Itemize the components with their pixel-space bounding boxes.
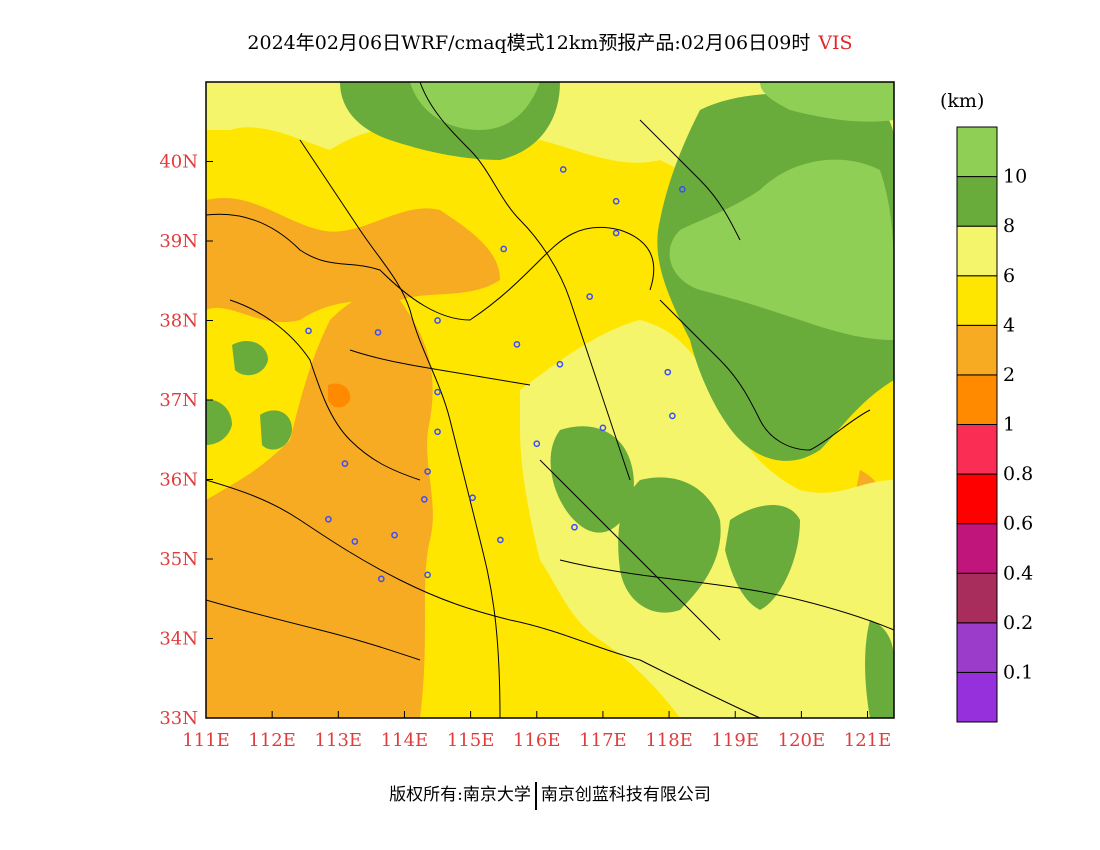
city-marker-15: [341, 460, 349, 467]
city-marker-11: [669, 412, 676, 420]
colorbar-label-6: 6: [1003, 265, 1015, 287]
city-marker-4: [586, 293, 594, 300]
lon-label-119E: 119E: [711, 730, 759, 751]
colorbar-swatch-8: [956, 275, 998, 326]
colorbar-unit: (km): [940, 90, 985, 112]
vis-region-10-plus-n: [410, 82, 540, 130]
vis-region-8-10-shandong: [550, 426, 634, 533]
colorbar-swatch-9: [956, 225, 998, 277]
lon-label-112E: 112E: [248, 730, 296, 751]
city-marker-12: [599, 424, 607, 432]
vis-region-1-2: [328, 383, 351, 408]
city-marker-6: [374, 329, 382, 336]
lon-label-121E: 121E: [844, 730, 892, 751]
colorbar-label-0.2: 0.2: [1003, 612, 1033, 634]
lon-label-117E: 117E: [579, 730, 627, 751]
city-marker-27: [678, 185, 686, 193]
colorbar-label-2: 2: [1003, 364, 1015, 386]
colorbar-swatch-3: [956, 523, 998, 574]
lon-label-118E: 118E: [645, 730, 693, 751]
lat-label-38N: 38N: [159, 311, 198, 332]
vis-region-8-10-se: [865, 620, 894, 718]
city-marker-1: [612, 229, 620, 237]
colorbar-swatch-5: [956, 424, 998, 475]
city-marker-16: [424, 468, 431, 475]
city-marker-21: [391, 531, 398, 539]
city-marker-20: [571, 523, 578, 531]
city-marker-17: [469, 494, 476, 502]
lat-label-34N: 34N: [159, 629, 198, 650]
footer-left: 版权所有:南京大学: [389, 785, 531, 805]
city-marker-24: [424, 571, 431, 579]
footer-separator: [534, 781, 537, 810]
title-main: 2024年02月06日WRF/cmaq模式12km预报产品:02月06日09时: [247, 32, 811, 54]
colorbar-label-10: 10: [1003, 166, 1027, 188]
city-marker-0: [559, 166, 567, 173]
colorbar-swatch-7: [956, 324, 998, 376]
colorbar-swatch-6: [956, 374, 998, 425]
lon-label-115E: 115E: [447, 730, 495, 751]
city-marker-2: [500, 245, 508, 253]
map-field: [206, 82, 894, 718]
colorbar-label-1: 1: [1003, 414, 1015, 436]
lon-label-120E: 120E: [778, 730, 826, 751]
lat-label-40N: 40N: [159, 152, 198, 173]
lat-label-33N: 33N: [159, 708, 198, 729]
axis-ticks: 111E 112E 113E 114E 115E 116E 117E 118E 119E 120E…: [159, 152, 891, 752]
vis-region-8-10-coast: [725, 505, 800, 610]
lat-label-39N: 39N: [159, 231, 198, 252]
vis-region-2-4-north: [206, 197, 500, 323]
vis-region-8-10-w3: [206, 399, 232, 445]
lon-label-114E: 114E: [381, 730, 429, 751]
colorbar: 0.1 0.2 0.4 0.6 0.8 1 2 4 6 8 10: [956, 126, 1033, 723]
copyright-footer: 版权所有:南京大学 南京创蓝科技有限公司: [0, 780, 1100, 810]
lon-label-116E: 116E: [513, 730, 561, 751]
lon-label-113E: 113E: [315, 730, 363, 751]
city-marker-13: [434, 428, 441, 436]
city-marker-14: [533, 440, 541, 448]
vis-region-8-10-w: [232, 340, 268, 376]
vis-region-8-10-south: [618, 477, 721, 613]
lat-label-36N: 36N: [159, 470, 198, 491]
city-marker-7: [513, 341, 521, 348]
colorbar-swatch-1: [956, 622, 998, 673]
colorbar-swatch-4: [956, 473, 998, 525]
vis-region-10-plus-ne: [760, 82, 894, 122]
colorbar-label-0.6: 0.6: [1003, 513, 1033, 535]
vis-region-2-4-west: [206, 291, 433, 718]
lat-label-35N: 35N: [159, 549, 198, 570]
city-marker-26: [612, 197, 620, 205]
colorbar-label-0.1: 0.1: [1003, 661, 1033, 683]
colorbar-swatch-0: [956, 671, 998, 723]
colorbar-swatch-2: [956, 572, 998, 624]
city-marker-19: [325, 515, 332, 523]
city-markers: [305, 166, 686, 583]
city-marker-5: [305, 327, 312, 335]
city-marker-10: [434, 388, 441, 396]
colorbar-label-4: 4: [1003, 314, 1015, 336]
city-marker-23: [497, 536, 504, 544]
footer-right: 南京创蓝科技有限公司: [540, 785, 711, 805]
vis-region-10-plus-sea: [669, 159, 894, 340]
colorbar-label-0.4: 0.4: [1003, 562, 1033, 584]
colorbar-label-0.8: 0.8: [1003, 463, 1033, 485]
title-variable: VIS: [818, 32, 853, 54]
city-marker-3: [434, 317, 441, 324]
map-title: 2024年02月06日WRF/cmaq模式12km预报产品:02月06日09时 V…: [0, 28, 1100, 55]
vis-region-8-10-w2: [260, 410, 292, 450]
lon-label-111E: 111E: [182, 730, 230, 751]
city-marker-18: [420, 496, 428, 503]
colorbar-label-8: 8: [1003, 215, 1015, 237]
lat-label-37N: 37N: [159, 390, 198, 411]
city-marker-9: [664, 368, 672, 376]
city-marker-22: [351, 538, 359, 545]
city-marker-8: [556, 360, 564, 368]
city-marker-25: [377, 575, 385, 583]
colorbar-swatch-10: [956, 176, 998, 227]
admin-boundaries: [206, 82, 894, 718]
colorbar-swatch-11: [956, 126, 998, 178]
